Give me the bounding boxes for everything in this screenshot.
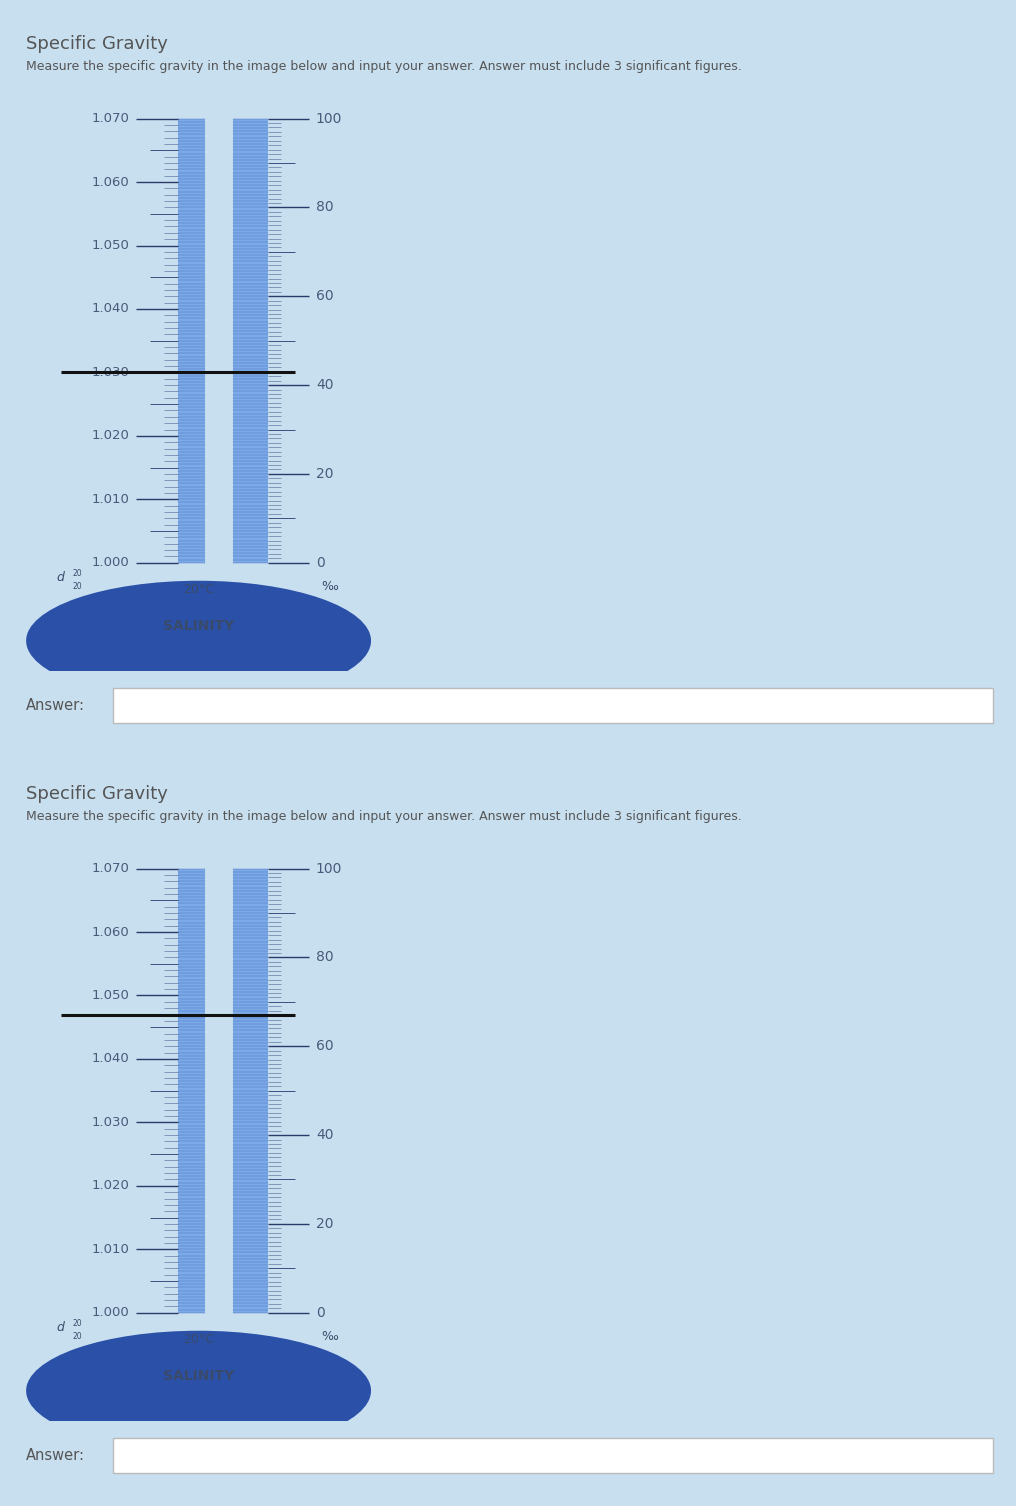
Text: 1.050: 1.050 bbox=[91, 239, 130, 252]
Ellipse shape bbox=[26, 1331, 371, 1450]
Ellipse shape bbox=[26, 581, 371, 700]
FancyBboxPatch shape bbox=[3, 9, 1013, 747]
Text: 1.010: 1.010 bbox=[91, 492, 130, 506]
Text: 20: 20 bbox=[73, 1333, 82, 1342]
FancyBboxPatch shape bbox=[3, 759, 1013, 1497]
Bar bbox=[178, 869, 205, 1313]
Text: 20°C: 20°C bbox=[183, 1333, 214, 1346]
Text: d: d bbox=[57, 1321, 65, 1334]
Text: 100: 100 bbox=[316, 861, 342, 875]
Text: ‰: ‰ bbox=[321, 1330, 338, 1343]
Text: Specific Gravity: Specific Gravity bbox=[26, 36, 168, 54]
Text: 80: 80 bbox=[316, 200, 333, 214]
Text: 20: 20 bbox=[73, 583, 82, 592]
FancyBboxPatch shape bbox=[113, 1438, 993, 1473]
Text: 1.040: 1.040 bbox=[91, 1053, 130, 1065]
Text: Answer:: Answer: bbox=[26, 1449, 85, 1464]
Text: 1.060: 1.060 bbox=[91, 926, 130, 938]
Text: 100: 100 bbox=[316, 111, 342, 125]
Bar bbox=[178, 119, 205, 563]
Text: Answer:: Answer: bbox=[26, 699, 85, 714]
Text: 1.030: 1.030 bbox=[91, 1116, 130, 1130]
Text: 40: 40 bbox=[316, 1128, 333, 1142]
Text: 80: 80 bbox=[316, 950, 333, 964]
Text: Specific Gravity: Specific Gravity bbox=[26, 786, 168, 804]
Text: 1.000: 1.000 bbox=[91, 1306, 130, 1319]
Text: 1.000: 1.000 bbox=[91, 556, 130, 569]
Text: 20: 20 bbox=[73, 1319, 82, 1328]
Text: 1.010: 1.010 bbox=[91, 1242, 130, 1256]
Text: 0: 0 bbox=[316, 1306, 324, 1319]
Text: Measure the specific gravity in the image below and input your answer. Answer mu: Measure the specific gravity in the imag… bbox=[26, 60, 742, 72]
Text: 1.050: 1.050 bbox=[91, 989, 130, 1001]
Text: 20: 20 bbox=[316, 1217, 333, 1230]
Text: 60: 60 bbox=[316, 1039, 333, 1053]
Text: 20: 20 bbox=[316, 467, 333, 480]
Text: 1.070: 1.070 bbox=[91, 861, 130, 875]
Text: 1.030: 1.030 bbox=[91, 366, 130, 380]
Text: 60: 60 bbox=[316, 289, 333, 303]
Text: 1.040: 1.040 bbox=[91, 303, 130, 315]
Text: 1.060: 1.060 bbox=[91, 176, 130, 188]
Text: 20: 20 bbox=[73, 569, 82, 578]
Text: 1.070: 1.070 bbox=[91, 111, 130, 125]
Text: 1.020: 1.020 bbox=[91, 1179, 130, 1193]
Bar bbox=[233, 119, 267, 563]
FancyBboxPatch shape bbox=[113, 688, 993, 723]
Text: Measure the specific gravity in the image below and input your answer. Answer mu: Measure the specific gravity in the imag… bbox=[26, 810, 742, 822]
Text: 40: 40 bbox=[316, 378, 333, 392]
Text: SALINITY: SALINITY bbox=[163, 1369, 235, 1383]
Bar bbox=[233, 869, 267, 1313]
Text: SALINITY: SALINITY bbox=[163, 619, 235, 633]
Text: 0: 0 bbox=[316, 556, 324, 569]
Text: 1.020: 1.020 bbox=[91, 429, 130, 443]
Text: ‰: ‰ bbox=[321, 580, 338, 593]
Text: d: d bbox=[57, 571, 65, 584]
Text: 20°C: 20°C bbox=[183, 583, 214, 596]
